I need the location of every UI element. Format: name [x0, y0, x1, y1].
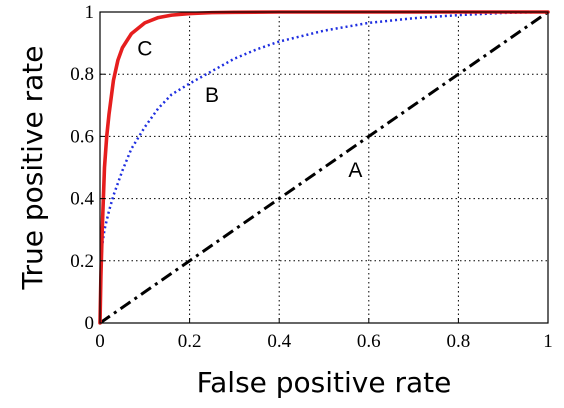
x-tick-label: 1 [543, 331, 553, 352]
series-line-b [98, 10, 549, 324]
series-line-a [99, 10, 549, 325]
x-tick-label: 0 [95, 331, 105, 352]
y-tick-label: 0.6 [70, 126, 94, 147]
annotation-layer: A B C [137, 38, 362, 182]
x-tick-label: 0.6 [357, 331, 381, 352]
y-tick-label: 0.2 [70, 251, 94, 272]
curve-label-a: A [348, 159, 362, 182]
y-tick-label: 0.8 [70, 64, 94, 85]
tick-layer: 0 0.2 0.4 0.6 0.8 1 0 0.2 0.4 0.6 0.8 1 [70, 2, 553, 352]
series-layer [98, 10, 550, 325]
curve-label-b: B [205, 84, 219, 107]
y-tick-label: 0.4 [70, 189, 94, 210]
x-tick-label: 0.4 [267, 331, 291, 352]
plot-frame [99, 11, 549, 324]
curve-label-c: C [137, 38, 152, 61]
y-tick-label: 1 [85, 2, 95, 23]
y-tick-label: 0 [85, 313, 95, 334]
x-axis-title: False positive rate [197, 366, 452, 399]
x-tick-label: 0.2 [178, 331, 202, 352]
y-axis-title: True positive rate [16, 46, 49, 291]
x-tick-label: 0.8 [447, 331, 471, 352]
